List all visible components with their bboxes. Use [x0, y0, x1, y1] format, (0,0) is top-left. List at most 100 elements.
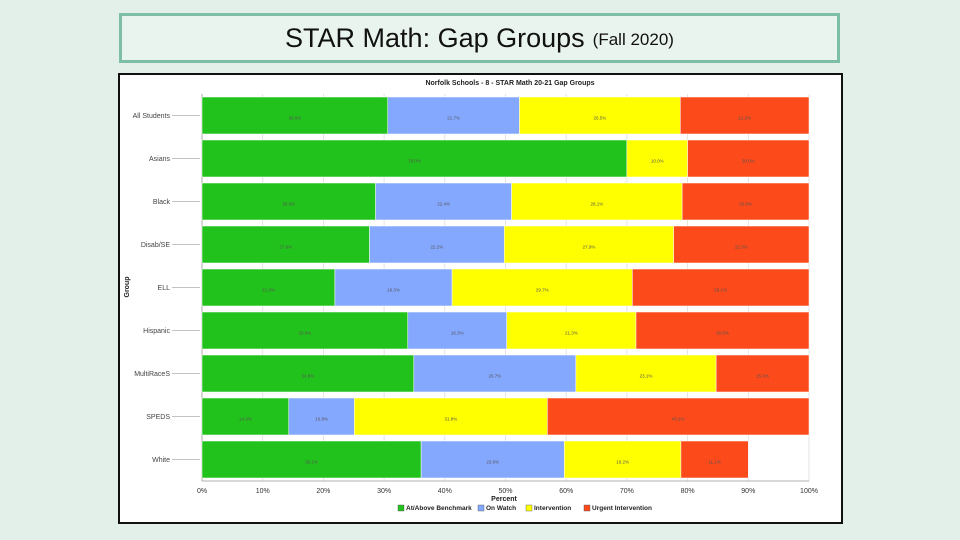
x-tick-label: 20%: [316, 488, 330, 495]
x-tick-label: 60%: [559, 488, 573, 495]
x-tick-label: 40%: [438, 488, 452, 495]
bar-segment: [201, 268, 336, 307]
category-label: All Students: [133, 113, 171, 120]
bar-segment: [575, 354, 717, 393]
x-tick-label: 10%: [256, 488, 270, 495]
legend-swatch: [583, 504, 591, 512]
bar-segment: [715, 354, 810, 393]
bar-segment: [564, 440, 682, 479]
bar-data-label: 70.0%: [408, 159, 421, 164]
x-tick-labels: 0% 10% 20% 30% 40% 50% 60% 70% 80% 90% 100%: [197, 488, 818, 495]
bar-data-label: 22.2%: [431, 245, 444, 250]
legend-label: At/Above Benchmark: [406, 505, 472, 512]
bar-data-label: 36.1%: [305, 460, 318, 465]
category-label: ELL: [158, 285, 171, 292]
x-tick-label: 50%: [498, 488, 512, 495]
legend-swatch: [397, 504, 405, 512]
bar-segment: [506, 311, 637, 350]
bar-segment: [511, 182, 683, 221]
bar-data-label: 31.8%: [444, 417, 457, 422]
chart-title: Norfolk Schools - 8 - STAR Math 20-21 Ga…: [425, 80, 594, 87]
category-label: Black: [153, 199, 171, 206]
bar-data-label: 11.1%: [708, 460, 720, 465]
category-labels: All Students Asians Black Disab/SE ELL Hispan…: [133, 113, 200, 464]
bar-data-label: 27.6%: [279, 245, 292, 250]
bar-segment: [201, 139, 628, 178]
bar-segment: [201, 225, 370, 264]
category-label: Hispanic: [143, 328, 170, 335]
bar-segment: [201, 96, 388, 135]
bar-data-label: 23.6%: [486, 460, 499, 465]
chart-frame: Norfolk Schools - 8 - STAR Math 20-21 Ga…: [118, 73, 843, 524]
bar-data-label: 21.9%: [262, 288, 275, 293]
category-label: Disab/SE: [141, 242, 171, 249]
bar-segment: [673, 225, 810, 264]
y-axis-title: Group: [124, 277, 131, 298]
bar-data-label: 28.1%: [590, 202, 603, 207]
bar-data-label: 21.7%: [447, 116, 460, 121]
bar-segment: [451, 268, 633, 307]
category-label: MultiRaceS: [134, 371, 170, 378]
bar-data-label: 43.1%: [672, 417, 685, 422]
bar-data-label: 22.4%: [437, 202, 450, 207]
bar-data-label: 16.3%: [451, 331, 464, 336]
bar-data-label: 26.7%: [488, 374, 501, 379]
bar-segment: [201, 440, 422, 479]
bar-data-label: 15.3%: [756, 374, 769, 379]
x-tick-label: 90%: [741, 488, 755, 495]
bar-segment: [334, 268, 453, 307]
bar-data-label: 19.3%: [387, 288, 400, 293]
bar-segment: [635, 311, 810, 350]
slide-title: STAR Math: Gap Groups: [285, 22, 585, 53]
x-tick-label: 80%: [681, 488, 695, 495]
bar-segment: [201, 311, 409, 350]
legend-swatch: [477, 504, 485, 512]
legend-label: Intervention: [534, 505, 571, 512]
bar-data-label: 29.7%: [536, 288, 549, 293]
bar-segment: [369, 225, 505, 264]
legend: At/Above Benchmark On Watch Intervention Ur…: [397, 504, 652, 512]
bar-data-label: 23.1%: [640, 374, 653, 379]
category-label: Asians: [149, 156, 171, 163]
bar-segment: [387, 96, 520, 135]
bar-data-label: 10.8%: [315, 417, 328, 422]
bar-segment: [420, 440, 565, 479]
bars: [201, 96, 810, 479]
bar-data-label: 22.3%: [735, 245, 748, 250]
legend-label: On Watch: [486, 505, 516, 512]
bar-segment: [680, 440, 749, 479]
bar-data-label: 21.3%: [565, 331, 578, 336]
bar-segment: [413, 354, 577, 393]
category-label: SPEDS: [146, 414, 170, 421]
bar-data-label: 19.2%: [616, 460, 629, 465]
bar-segment: [687, 139, 810, 178]
bar-data-label: 26.5%: [594, 116, 607, 121]
x-axis-title: Percent: [491, 496, 517, 503]
bar-data-label: 29.1%: [714, 288, 727, 293]
bar-data-label: 28.6%: [282, 202, 295, 207]
bar-segment: [375, 182, 512, 221]
stacked-bar-chart: Norfolk Schools - 8 - STAR Math 20-21 Ga…: [124, 80, 818, 512]
bar-data-label: 14.3%: [239, 417, 252, 422]
slide-title-box: STAR Math: Gap Groups (Fall 2020): [119, 13, 840, 63]
legend-label: Urgent Intervention: [592, 505, 652, 512]
bar-data-label: 34.9%: [302, 374, 315, 379]
bar-data-label: 21.2%: [738, 116, 751, 121]
x-tick-label: 0%: [197, 488, 207, 495]
x-tick-label: 70%: [620, 488, 634, 495]
bar-data-label: 30.6%: [288, 116, 301, 121]
bar-segment: [519, 96, 681, 135]
x-tick-label: 100%: [800, 488, 818, 495]
bar-segment: [681, 182, 810, 221]
bar-data-label: 20.0%: [742, 159, 755, 164]
bar-data-label: 27.9%: [583, 245, 596, 250]
bar-data-label: 33.9%: [299, 331, 312, 336]
bar-segment: [547, 397, 810, 436]
bar-data-label: 20.9%: [739, 202, 752, 207]
bar-segment: [626, 139, 688, 178]
category-label: White: [152, 457, 170, 464]
bar-data-label: 28.5%: [716, 331, 729, 336]
bar-segment: [680, 96, 810, 135]
bar-data-label: 10.0%: [651, 159, 664, 164]
bar-labels: 30.6% 21.7% 26.5% 21.2% 70.0% 10.0% 20.0% 28.6%…: [239, 116, 769, 465]
